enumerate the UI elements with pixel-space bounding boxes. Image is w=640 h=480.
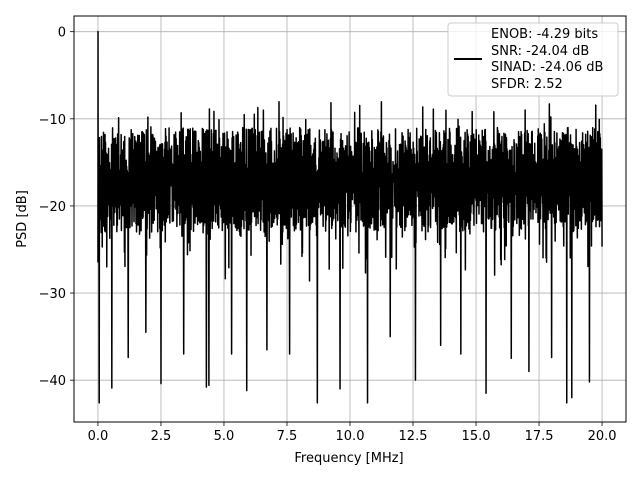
- legend-enob-text: ENOB: -4.29 bits: [491, 27, 598, 42]
- x-axis-label: Frequency [MHz]: [294, 451, 403, 466]
- series-layer: [97, 30, 603, 404]
- legend-sfdr-text: SFDR: 2.52: [491, 77, 563, 92]
- x-tick-label: 7.5: [277, 429, 298, 444]
- legend: ENOB: -4.29 bits SNR: -24.04 dB SINAD: -…: [447, 22, 619, 97]
- legend-sinad-text: SINAD: -24.06 dB: [491, 60, 603, 75]
- x-tick-label: 0.0: [88, 429, 109, 444]
- y-tick-label: −10: [39, 113, 66, 128]
- x-tick-label: 17.5: [525, 429, 554, 444]
- y-axis-label: PSD [dB]: [15, 190, 30, 248]
- y-axis-ticks: 0 −10 −20 −30 −40: [39, 26, 74, 389]
- x-tick-label: 10.0: [336, 429, 365, 444]
- x-tick-label: 12.5: [399, 429, 428, 444]
- y-tick-label: −30: [39, 287, 66, 302]
- x-tick-label: 15.0: [462, 429, 491, 444]
- x-tick-label: 20.0: [588, 429, 617, 444]
- y-tick-label: 0: [58, 26, 66, 41]
- legend-snr-text: SNR: -24.04 dB: [491, 44, 589, 59]
- y-tick-label: −20: [39, 200, 66, 215]
- x-tick-label: 2.5: [151, 429, 172, 444]
- legend-box: [447, 22, 619, 97]
- x-tick-label: 5.0: [214, 429, 235, 444]
- psd-series-line: [97, 30, 603, 404]
- x-axis-ticks: 0.0 2.5 5.0 7.5 10.0 12.5 15.0 17.5 20.0: [88, 422, 617, 444]
- y-tick-label: −40: [39, 374, 66, 389]
